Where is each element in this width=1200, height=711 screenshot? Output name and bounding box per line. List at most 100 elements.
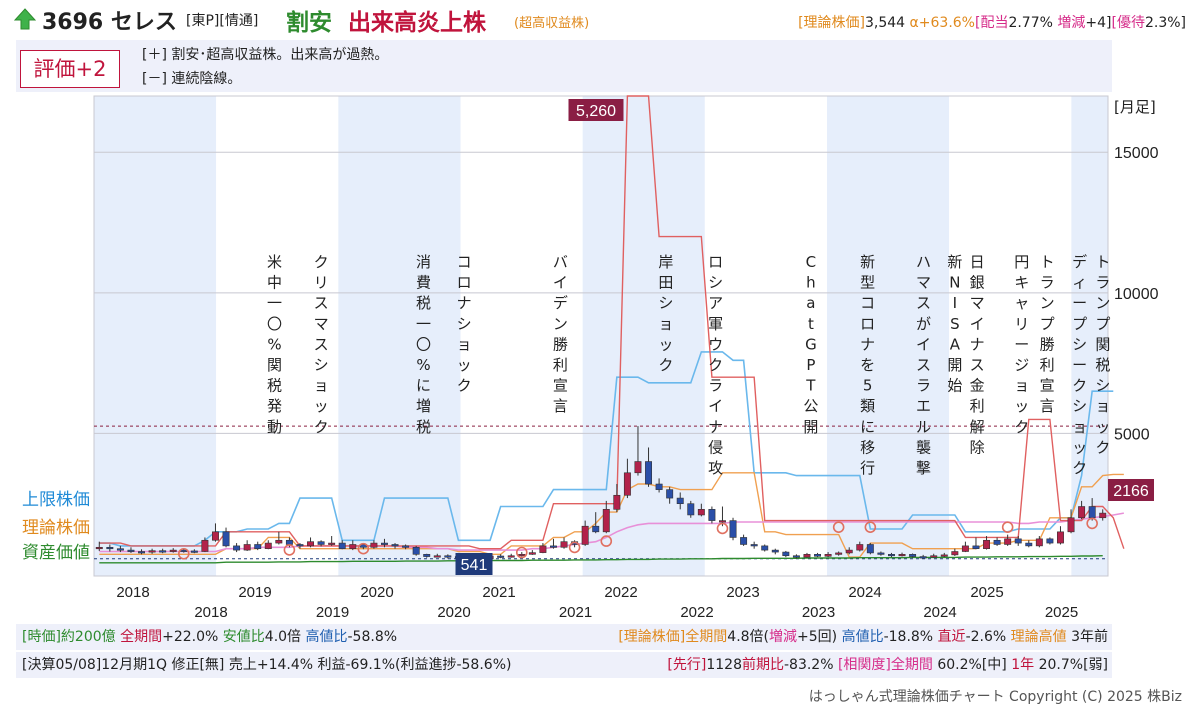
event-char: ン	[1095, 294, 1110, 312]
event-char: ジ	[1014, 356, 1029, 374]
year-band	[827, 96, 950, 576]
footer-increase-label: 増減	[769, 629, 798, 645]
x-tick-label-top: 2025	[970, 584, 1003, 601]
event-char: ス	[314, 294, 329, 312]
candle-body	[169, 549, 177, 552]
footer-yoy-value: -83.2%	[783, 657, 838, 673]
candle-body	[222, 531, 230, 547]
event-char: I	[953, 294, 957, 312]
event-char: 中	[267, 274, 282, 292]
x-tick-label-bottom: 2024	[923, 604, 956, 621]
event-char: 〇	[416, 335, 431, 353]
theme-label: 出来高炎上株	[348, 10, 486, 36]
high-label: 5,260	[568, 99, 624, 121]
event-char: ク	[314, 253, 329, 271]
candle-body	[961, 545, 969, 552]
event-char: 関	[1095, 335, 1110, 353]
yutai-label: [優待	[1111, 15, 1145, 31]
candle-body	[687, 503, 695, 516]
event-char: 攻	[708, 459, 723, 477]
event-char: 利	[970, 397, 985, 415]
event-char: C	[806, 253, 816, 271]
candle-body	[1014, 538, 1022, 544]
event-marker	[515, 546, 528, 559]
event-char: 型	[860, 274, 875, 292]
event-char: ク	[658, 356, 673, 374]
event-char: 米	[267, 253, 282, 271]
candle-body	[909, 554, 917, 557]
candle-body	[740, 537, 748, 545]
event-char: %	[267, 335, 281, 353]
event-char: 5	[863, 377, 873, 395]
event-char: を	[860, 356, 875, 374]
event-char: ョ	[1014, 377, 1029, 395]
event-char: %	[416, 356, 430, 374]
alpha-value: α+63.6%	[909, 15, 975, 31]
event-char: ク	[1072, 459, 1087, 477]
event-char: 税	[416, 294, 431, 312]
x-tick-label-top: 2023	[726, 584, 759, 601]
footer-correlation-all: 60.2%[中]	[932, 657, 1012, 673]
event-marker	[716, 522, 729, 535]
event-char: 開	[803, 418, 818, 436]
event-char: ョ	[314, 377, 329, 395]
event-char: 田	[658, 274, 673, 292]
candle-body	[539, 545, 547, 553]
candle-body	[623, 472, 631, 496]
event-char: 宣	[1040, 377, 1055, 395]
candle-body	[940, 554, 948, 557]
event-char: ン	[553, 315, 568, 333]
year-band	[338, 96, 461, 576]
footer-high-ratio-value: -58.8%	[347, 629, 398, 645]
event-char: シ	[457, 315, 472, 333]
candle-body	[1067, 517, 1075, 533]
event-char: 新	[947, 253, 962, 271]
event-char: 金	[970, 377, 985, 395]
candle-body	[1004, 538, 1012, 545]
candle-body	[201, 539, 209, 552]
event-char: ト	[1095, 253, 1110, 271]
candle-body	[602, 509, 610, 533]
event-char: シ	[708, 274, 723, 292]
candle-body	[338, 542, 346, 549]
candle-body	[391, 544, 399, 547]
candle-body	[697, 509, 705, 516]
footer-theory-multiple: 4.8倍(	[727, 629, 770, 645]
event-char: コ	[457, 253, 472, 271]
market-tag: [東P][情通]	[186, 13, 259, 29]
footer-1y-label: 1年	[1011, 657, 1035, 673]
footer-correlation-1y: 20.7%[弱]	[1034, 657, 1108, 673]
candle-body	[116, 548, 124, 551]
event-char: デ	[1072, 253, 1087, 271]
candle-body	[792, 555, 800, 558]
footer-row-1: [時価]約200億 全期間+22.0% 安値比4.0倍 高値比-58.8% [理…	[16, 624, 1112, 650]
event-char: 行	[860, 459, 875, 477]
candle-body	[856, 544, 864, 551]
candle-body	[444, 555, 452, 558]
x-tick-label-bottom: 2020	[437, 604, 470, 621]
event-char: 税	[267, 377, 282, 395]
header: 3696 セレス [東P][情通] 割安 出来高炎上株 (超高収益株) [理論株…	[0, 0, 1200, 40]
candle-body	[317, 541, 325, 545]
year-band	[704, 96, 828, 576]
header-metrics: [理論株価]3,544 α+63.6%[配当2.77% 増減+4][優待2.3%…	[798, 12, 1186, 32]
candle-body	[887, 554, 895, 557]
event-char: に	[860, 418, 875, 436]
legend-label: 理論株価	[22, 518, 90, 538]
candle-body	[328, 542, 336, 545]
x-tick-label-bottom: 2021	[559, 604, 592, 621]
event-char: 移	[860, 438, 875, 456]
candle-body	[1078, 506, 1086, 519]
footer-low-ratio-value: 4.0倍	[264, 629, 302, 645]
theory-price-label: [理論株価]	[798, 15, 865, 31]
event-char: ラ	[1095, 274, 1110, 292]
footer-theory-high-ratio-value: -18.8%	[883, 629, 938, 645]
event-char: ナ	[708, 418, 723, 436]
event-char: プ	[1072, 315, 1087, 333]
event-char: ク	[1014, 418, 1029, 436]
event-char: 日	[970, 253, 985, 271]
footer-recent-value: -2.6%	[965, 629, 1011, 645]
event-char: 一	[267, 294, 282, 312]
x-tick-label-top: 2018	[116, 584, 149, 601]
